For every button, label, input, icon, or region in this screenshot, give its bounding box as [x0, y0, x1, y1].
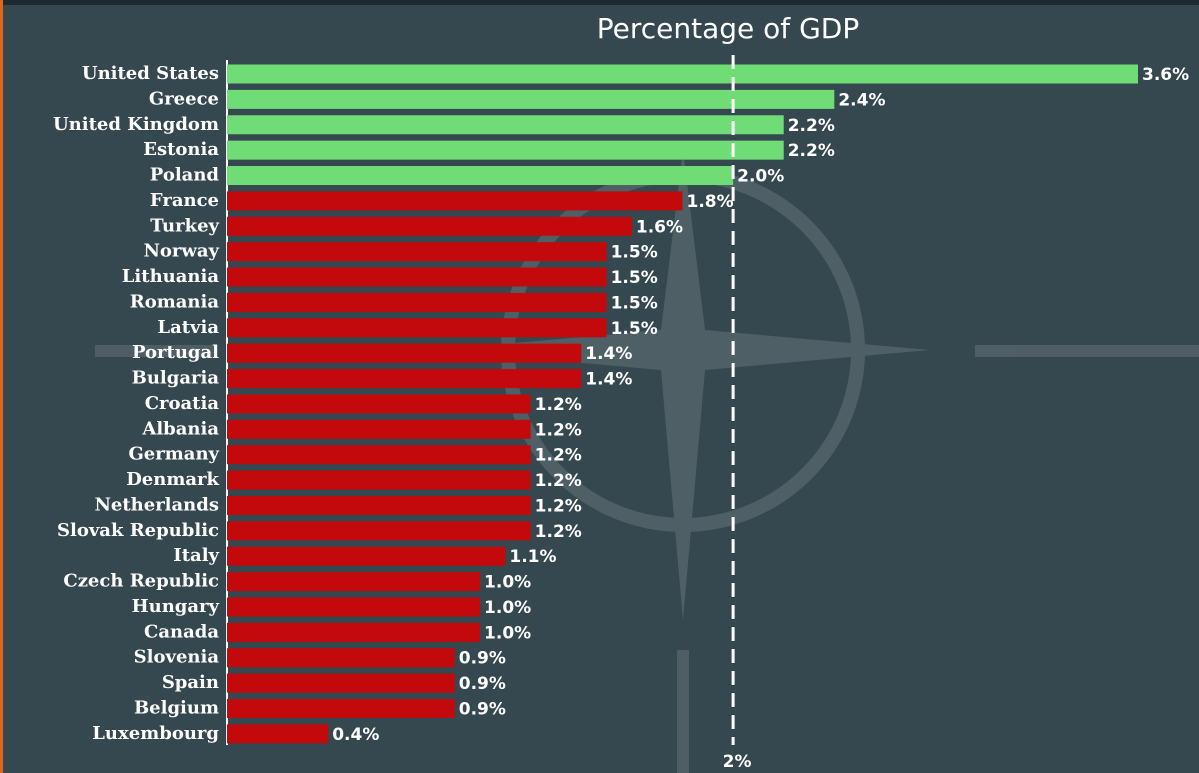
category-label: Norway [143, 241, 219, 262]
bar [227, 141, 784, 160]
left-strip [0, 0, 3, 773]
bar [227, 547, 505, 566]
bar [227, 115, 784, 134]
bar [227, 445, 531, 464]
value-label: 1.2% [535, 446, 582, 466]
category-label: Bulgaria [132, 368, 220, 389]
bar [227, 496, 531, 515]
category-label: Germany [128, 444, 219, 465]
bar [227, 623, 480, 642]
value-label: 1.0% [484, 598, 531, 618]
bar [227, 344, 581, 363]
reference-label: 2% [723, 752, 752, 772]
value-label: 1.2% [535, 395, 582, 415]
bar [227, 699, 455, 718]
bar [227, 217, 632, 236]
value-label: 1.2% [535, 522, 582, 542]
category-label: Slovenia [134, 647, 220, 668]
category-label: Luxembourg [92, 723, 219, 744]
bar [227, 293, 607, 312]
value-label: 1.5% [611, 319, 658, 339]
category-label: United Kingdom [53, 114, 219, 135]
bar [227, 90, 834, 109]
bar [227, 268, 607, 287]
bar [227, 471, 531, 490]
category-label: Netherlands [94, 494, 219, 515]
bar [227, 166, 733, 185]
value-label: 2.2% [788, 116, 835, 136]
value-label: 0.9% [459, 674, 506, 694]
bar [227, 420, 531, 439]
bar [227, 191, 683, 210]
category-label: Spain [162, 672, 219, 693]
value-label: 1.2% [535, 420, 582, 440]
chart-title: Percentage of GDP [597, 12, 859, 45]
category-label: Lithuania [122, 266, 220, 287]
category-label: Romania [130, 291, 220, 312]
category-label: Belgium [134, 698, 219, 719]
value-label: 1.8% [687, 192, 734, 212]
bar [227, 597, 480, 616]
category-label: United States [82, 63, 219, 84]
chart: Percentage of GDP United States 3.6% Greec… [0, 0, 1199, 773]
value-label: 1.0% [484, 623, 531, 643]
page: Percentage of GDP United States 3.6% Greec… [0, 0, 1199, 773]
category-label: France [150, 190, 219, 211]
category-label: Canada [144, 621, 219, 642]
value-label: 2.4% [838, 90, 885, 110]
value-label: 1.4% [585, 370, 632, 390]
value-label: 1.5% [611, 293, 658, 313]
value-label: 1.5% [611, 268, 658, 288]
value-label: 3.6% [1142, 65, 1189, 85]
value-label: 1.0% [484, 573, 531, 593]
category-label: Hungary [132, 596, 220, 617]
top-strip [0, 0, 1199, 5]
category-label: Croatia [145, 393, 220, 414]
bar [227, 242, 607, 261]
bar [227, 394, 531, 413]
value-label: 0.9% [459, 649, 506, 669]
category-label: Portugal [132, 342, 219, 363]
bar [227, 572, 480, 591]
value-label: 1.5% [611, 243, 658, 263]
category-label: Albania [141, 418, 219, 439]
category-label: Italy [173, 545, 219, 566]
category-label: Turkey [150, 215, 219, 236]
bar [227, 318, 607, 337]
category-label: Greece [149, 88, 219, 109]
bar [227, 648, 455, 667]
value-label: 1.6% [636, 217, 683, 237]
category-label: Latvia [157, 317, 219, 338]
category-label: Estonia [143, 139, 219, 160]
bar [227, 521, 531, 540]
value-label: 0.9% [459, 700, 506, 720]
category-label: Denmark [126, 469, 219, 490]
category-label: Czech Republic [63, 571, 219, 592]
bar [227, 369, 581, 388]
value-label: 0.4% [332, 725, 379, 745]
bar [227, 674, 455, 693]
value-label: 2.2% [788, 141, 835, 161]
bar [227, 65, 1138, 84]
value-label: 1.2% [535, 471, 582, 491]
category-label: Poland [150, 165, 220, 186]
bar [227, 724, 328, 743]
value-label: 1.4% [585, 344, 632, 364]
value-label: 1.1% [509, 547, 556, 567]
value-label: 1.2% [535, 496, 582, 516]
value-label: 2.0% [737, 167, 784, 187]
category-label: Slovak Republic [57, 520, 219, 541]
